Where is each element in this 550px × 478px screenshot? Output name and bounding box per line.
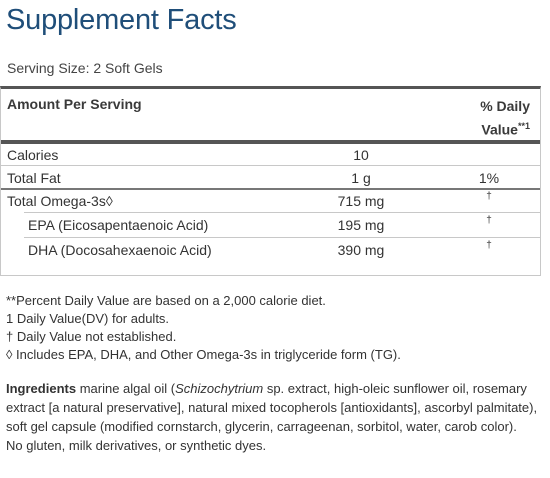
ingredients-label: Ingredients — [6, 381, 77, 396]
daily-value-header: % Daily Value**1 — [430, 96, 530, 140]
amount-per-serving-header: Amount Per Serving — [7, 96, 142, 112]
nutrient-daily-value: † — [486, 215, 492, 226]
row-divider — [1, 165, 540, 166]
footnote-lozenge: ◊ Includes EPA, DHA, and Other Omega-3s … — [6, 347, 401, 362]
table-row: Total Omega-3s◊ 715 mg † — [1, 190, 540, 214]
nutrient-daily-value: † — [486, 240, 492, 251]
nutrient-daily-value: † — [486, 191, 492, 202]
nutrient-daily-value: 1% — [478, 170, 500, 186]
daily-value-header-line1: % Daily — [480, 98, 530, 114]
nutrient-name: Calories — [7, 147, 59, 163]
nutrition-table — [0, 86, 541, 276]
table-row: DHA (Docosahexaenoic Acid) 390 mg † — [1, 239, 540, 263]
nutrient-name: Total Omega-3s◊ — [7, 193, 113, 209]
table-row: EPA (Eicosapentaenoic Acid) 195 mg † — [1, 214, 540, 238]
nutrient-amount: 715 mg — [337, 193, 385, 209]
ingredients-italic: Schizochytrium — [175, 381, 264, 396]
ingredients-text: Ingredients marine algal oil (Schizochyt… — [6, 379, 548, 436]
daily-value-footnote-marker: **1 — [517, 121, 530, 131]
serving-size: Serving Size: 2 Soft Gels — [7, 60, 163, 76]
footnote-dagger: † Daily Value not established. — [6, 329, 177, 344]
footnotes: **Percent Daily Value are based on a 2,0… — [6, 292, 546, 364]
daily-value-header-line2: Value**1 — [430, 116, 530, 140]
nutrient-amount: 390 mg — [337, 242, 385, 258]
nutrient-amount: 195 mg — [337, 217, 385, 233]
footnote-percent-dv: **Percent Daily Value are based on a 2,0… — [6, 293, 326, 308]
row-divider — [24, 212, 540, 213]
ingredients-part1: marine algal oil ( — [76, 381, 176, 396]
nutrient-name: DHA (Docosahexaenoic Acid) — [28, 242, 212, 258]
nutrient-amount: 1 g — [351, 170, 371, 186]
panel-title: Supplement Facts — [6, 4, 237, 36]
free-from-statement: No gluten, milk derivatives, or syntheti… — [6, 438, 267, 453]
daily-value-label: Value — [481, 121, 518, 138]
table-row: Calories 10 — [1, 144, 540, 168]
header-divider — [1, 140, 540, 144]
nutrient-amount: 10 — [353, 147, 369, 163]
footnote-adults: 1 Daily Value(DV) for adults. — [6, 311, 170, 326]
nutrient-name: Total Fat — [7, 170, 61, 186]
row-divider — [24, 237, 540, 238]
row-divider — [1, 188, 540, 190]
table-row: Total Fat 1 g 1% — [1, 167, 540, 191]
nutrient-name: EPA (Eicosapentaenoic Acid) — [28, 217, 209, 233]
ingredients-part2: sp. extract, high-oleic sunflower oil, r… — [6, 381, 538, 434]
ingredients-section: Ingredients marine algal oil (Schizochyt… — [6, 379, 548, 455]
